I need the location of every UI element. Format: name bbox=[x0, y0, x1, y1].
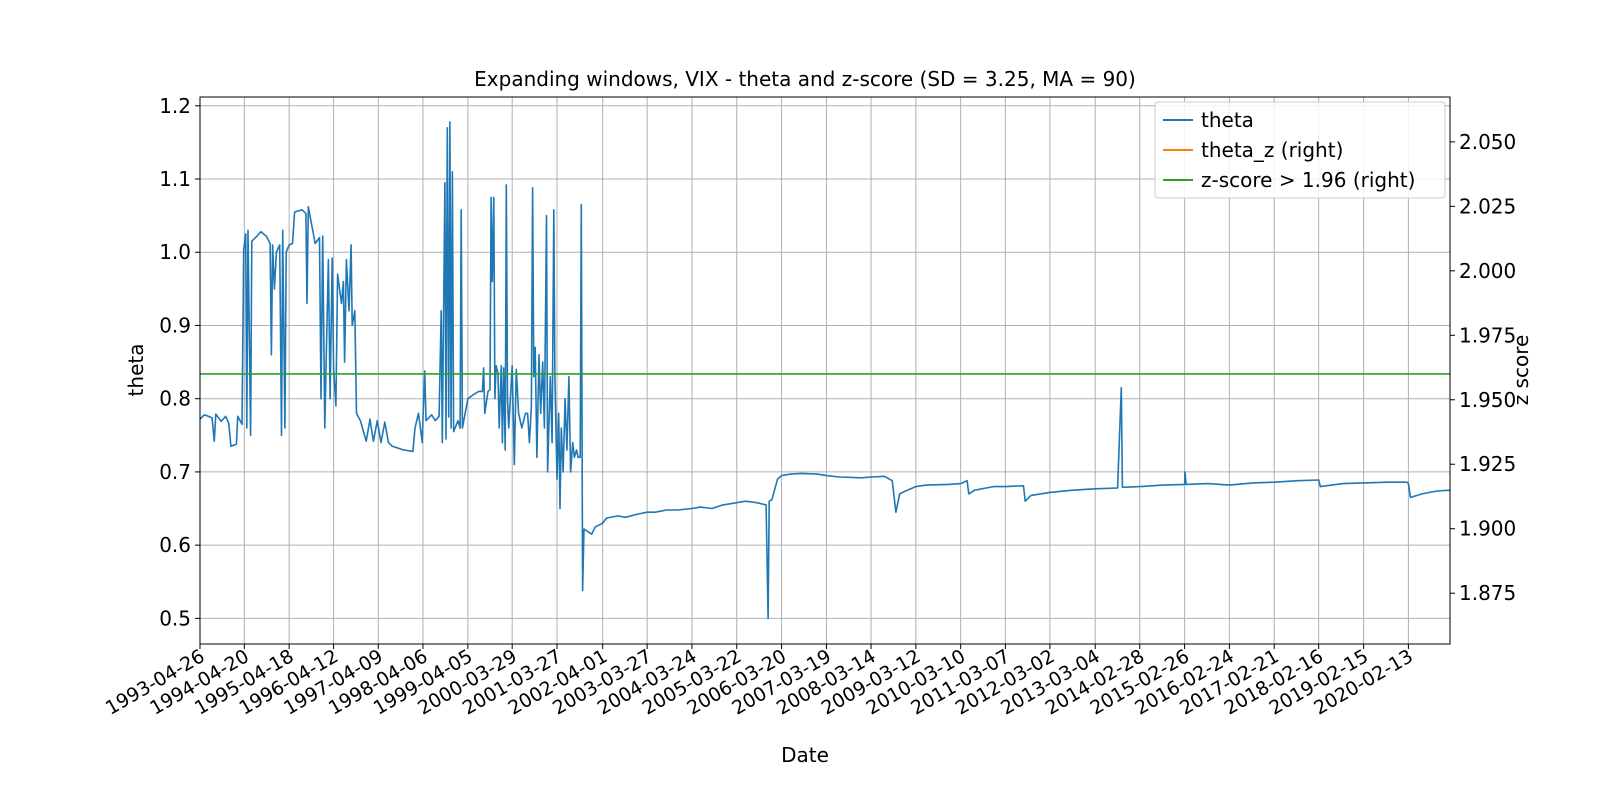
y-tick-label: 0.6 bbox=[159, 533, 191, 557]
y-right-tick-label: 1.925 bbox=[1459, 452, 1516, 476]
right-axis: 1.875 1.900 1.925 1.950 1.975 2.000 2.025 2.050 bbox=[1450, 130, 1516, 605]
y-tick-label: 0.8 bbox=[159, 387, 191, 411]
y-right-tick-label: 1.950 bbox=[1459, 388, 1516, 412]
legend: theta theta_z (right) z-score > 1.96 (righ… bbox=[1154, 101, 1446, 199]
y-tick-label: 1.1 bbox=[159, 167, 191, 191]
chart-title: Expanding windows, VIX - theta and z-sco… bbox=[474, 67, 1136, 91]
y-right-tick-label: 2.050 bbox=[1459, 130, 1516, 154]
y-tick-label: 1.2 bbox=[159, 94, 191, 118]
grid bbox=[199, 97, 1450, 644]
legend-label: theta_z (right) bbox=[1201, 138, 1343, 162]
y-right-tick-label: 2.000 bbox=[1459, 259, 1516, 283]
legend-label: z-score > 1.96 (right) bbox=[1201, 168, 1415, 192]
x-axis-label: Date bbox=[781, 743, 829, 767]
legend-label: theta bbox=[1201, 108, 1254, 132]
y-right-tick-label: 1.875 bbox=[1459, 581, 1516, 605]
series-layer bbox=[199, 121, 1451, 620]
plot-frame bbox=[199, 96, 1451, 645]
y-tick-label: 1.0 bbox=[159, 240, 191, 264]
y-right-tick-label: 1.900 bbox=[1459, 517, 1516, 541]
y-tick-label: 0.5 bbox=[159, 606, 191, 630]
legend-box bbox=[1154, 101, 1446, 199]
y-axis-label-right: z score bbox=[1509, 335, 1533, 406]
y-right-tick-label: 2.025 bbox=[1459, 194, 1516, 218]
x-axis: 1993-04-261994-04-201995-04-181996-04-12… bbox=[102, 644, 1417, 720]
y-tick-label: 0.7 bbox=[159, 460, 191, 484]
y-right-tick-label: 1.975 bbox=[1459, 323, 1516, 347]
left-axis: 0.5 0.6 0.7 0.8 0.9 1.0 1.1 1.2 bbox=[159, 94, 200, 630]
series-line-theta bbox=[199, 121, 1451, 620]
y-tick-label: 0.9 bbox=[159, 313, 191, 337]
y-axis-label: theta bbox=[124, 344, 148, 397]
